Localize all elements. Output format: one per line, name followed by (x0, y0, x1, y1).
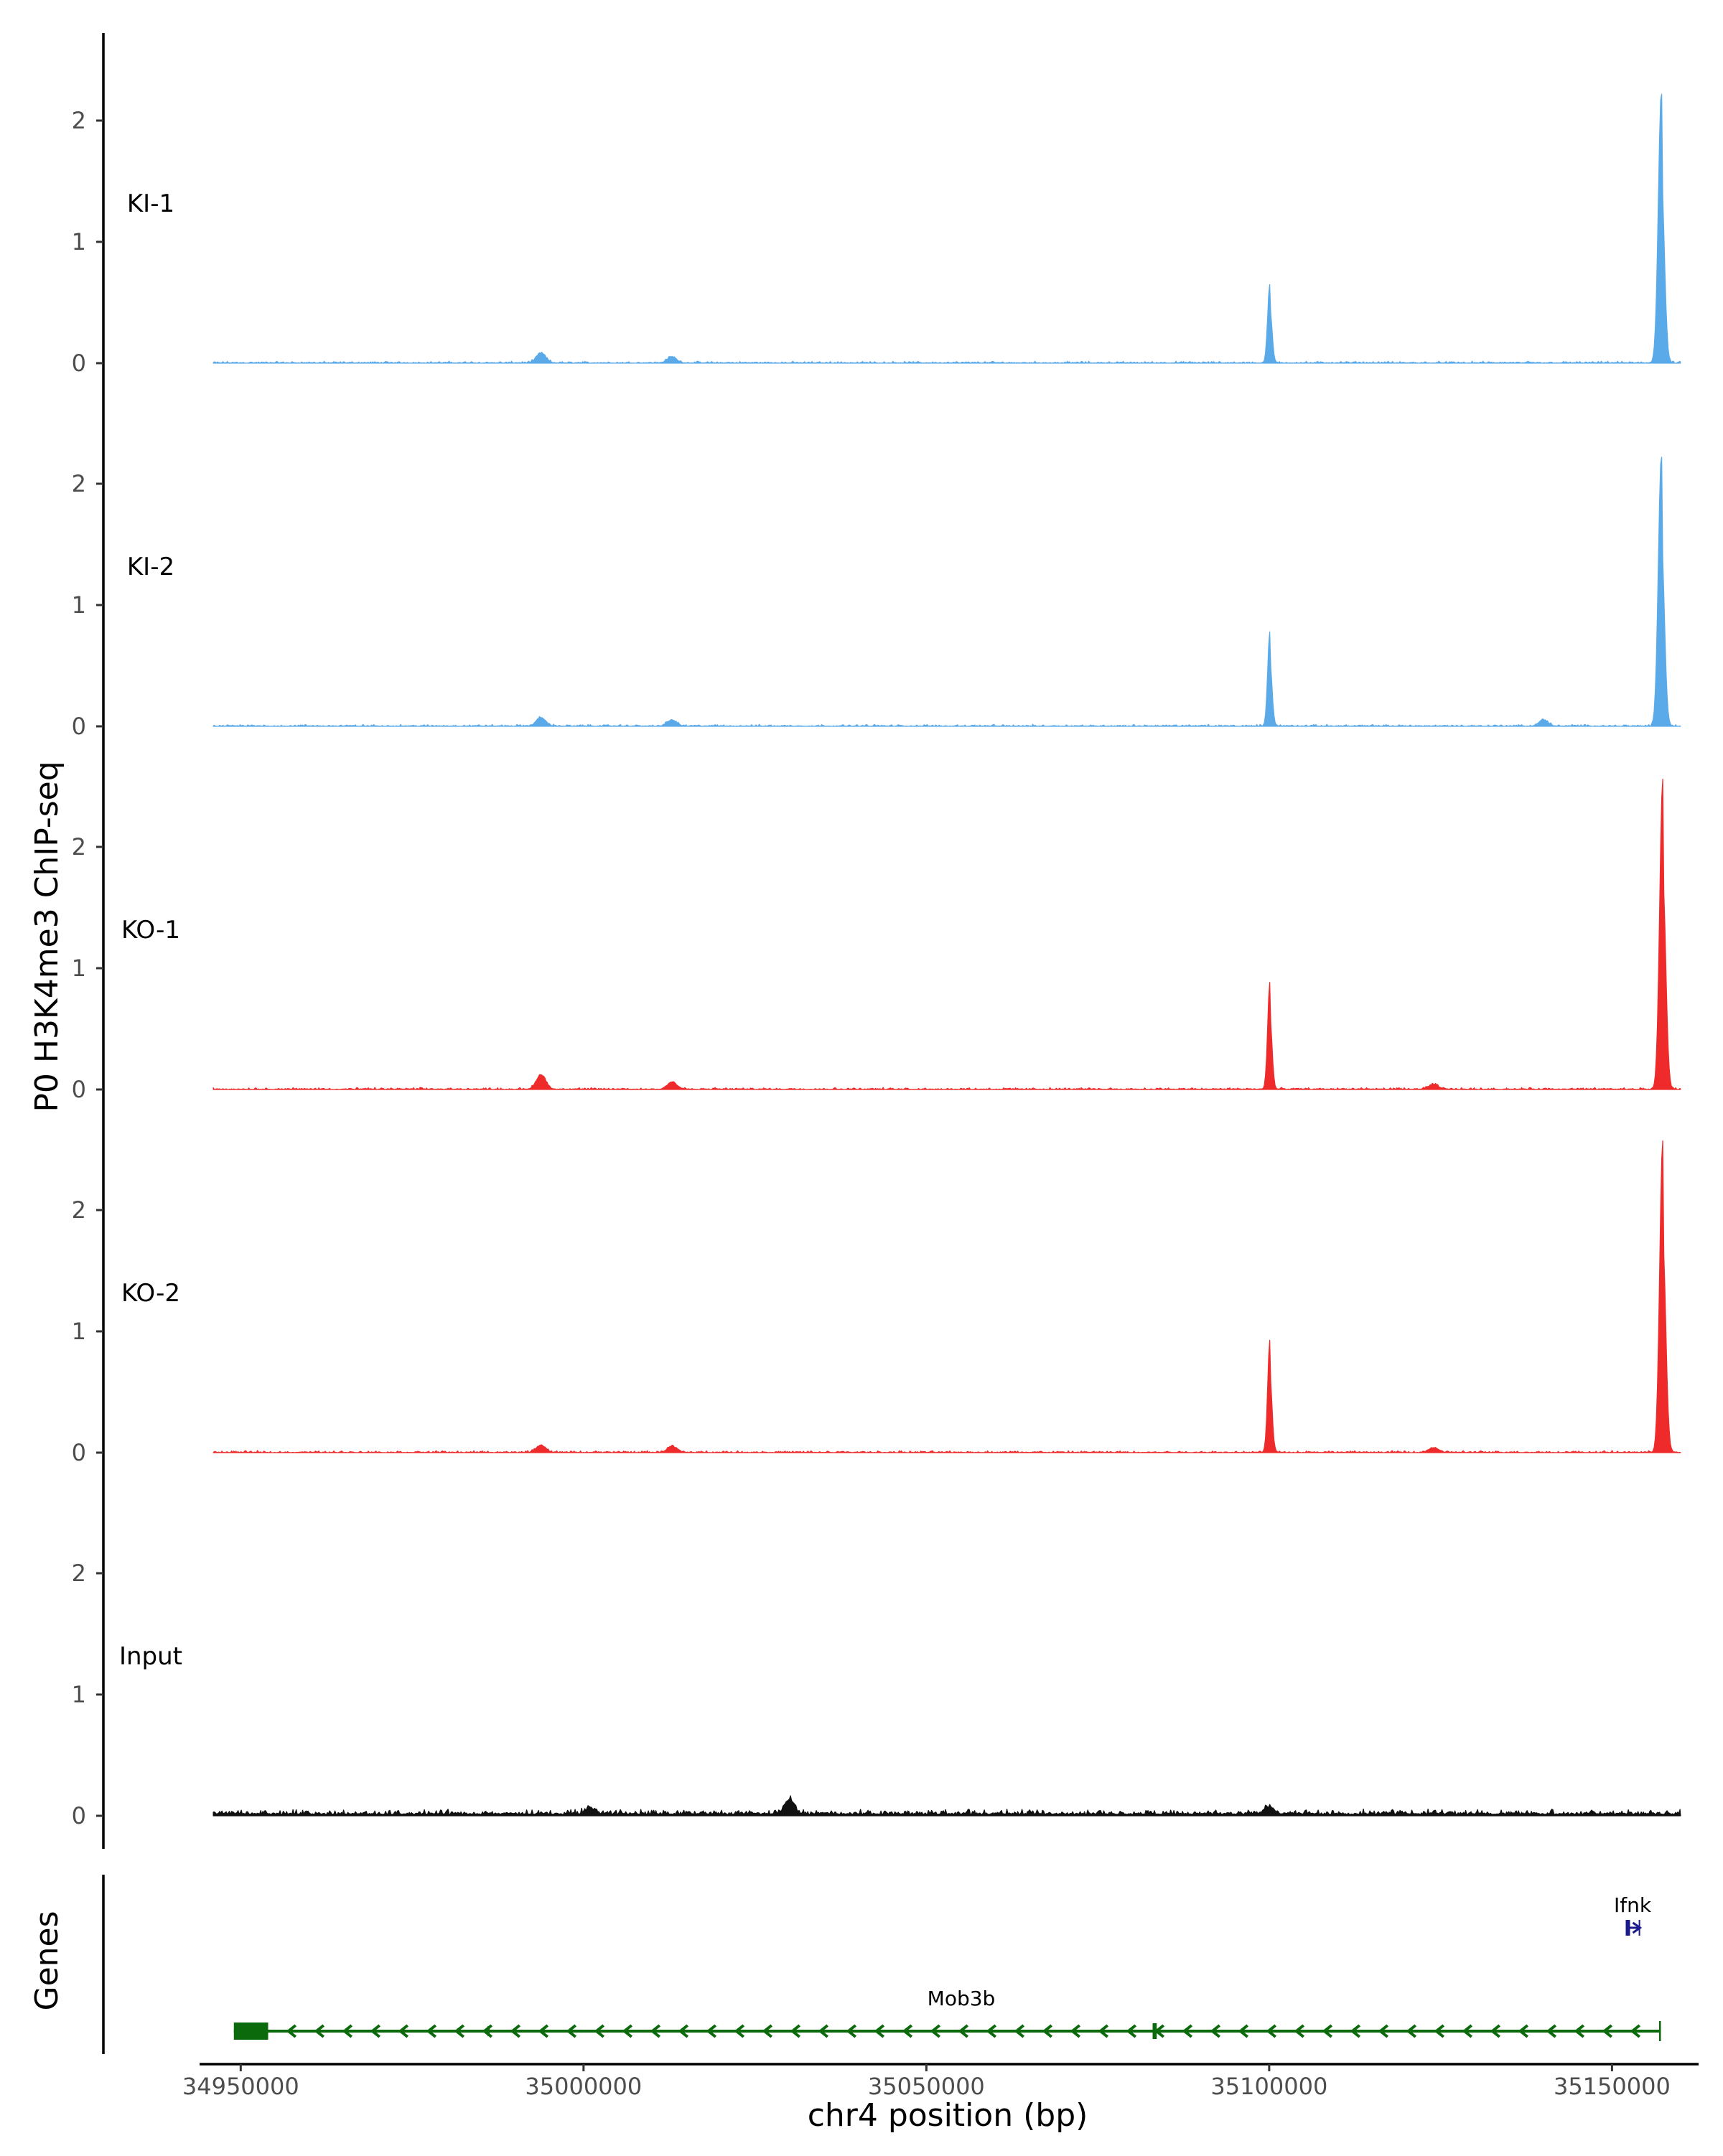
signal-area (213, 457, 1681, 726)
signal-area (213, 1141, 1681, 1453)
track-label: Input (119, 1642, 182, 1671)
gene-ifnk-exon (1625, 1920, 1630, 1936)
track-label: KI-1 (127, 189, 174, 218)
y-tick-label: 1 (72, 1318, 86, 1345)
y-axis-title: P0 H3K4me3 ChIP-seq (29, 761, 65, 1112)
track-input: 0 1 2 Input (72, 1486, 1681, 1849)
gene-mob3b-exon (234, 2023, 269, 2040)
x-axis-title: chr4 position (bp) (808, 2097, 1088, 2134)
y-tick-label: 2 (72, 1196, 86, 1224)
y-tick-label: 2 (72, 107, 86, 134)
x-axis: chr4 position (bp) 34950000 35000000 35050… (182, 2064, 1699, 2134)
y-tick-label: 1 (72, 955, 86, 982)
gene-mob3b-label: Mob3b (928, 1987, 996, 2010)
y-tick-label: 1 (72, 228, 86, 256)
y-tick-label: 2 (72, 833, 86, 861)
gene-mob3b-exon (487, 2026, 490, 2036)
y-tick-label: 0 (72, 1439, 86, 1466)
signal-area (213, 94, 1681, 363)
x-tick-label: 35050000 (868, 2073, 985, 2100)
genes-track-label: Genes (29, 1911, 65, 2010)
track-label: KO-1 (121, 916, 180, 945)
y-tick-label: 1 (72, 1681, 86, 1708)
track-ki-1: 0 1 2 KI-1 (72, 33, 1681, 396)
track-label: KO-2 (121, 1279, 180, 1308)
track-label: KI-2 (127, 553, 174, 581)
y-tick-label: 0 (72, 1802, 86, 1829)
y-tick-label: 1 (72, 591, 86, 619)
x-tick-label: 34950000 (182, 2073, 299, 2100)
gene-mob3b-exon (1153, 2023, 1157, 2039)
signal-area (213, 1796, 1681, 1816)
track-ko-2: 0 1 2 KO-2 (72, 1122, 1681, 1486)
x-tick-label: 35000000 (525, 2073, 642, 2100)
track-ko-1: 0 1 2 KO-1 (72, 759, 1681, 1122)
x-tick-label: 35150000 (1554, 2073, 1671, 2100)
y-tick-label: 0 (72, 1076, 86, 1103)
track-ki-2: 0 1 2 KI-2 (72, 396, 1681, 759)
y-tick-label: 0 (72, 350, 86, 377)
gene-ifnk-label: Ifnk (1614, 1893, 1652, 1917)
signal-tracks: 0 1 2 KI-1 0 1 2 KI-2 0 1 2 KO-1 0 1 2 KO-2 0 1 2 Input (72, 33, 1681, 1849)
y-tick-label: 2 (72, 470, 86, 497)
y-tick-label: 2 (72, 1560, 86, 1587)
y-tick-label: 0 (72, 713, 86, 740)
x-tick-label: 35100000 (1210, 2073, 1327, 2100)
signal-area (213, 779, 1681, 1089)
genes-track: Genes Mob3b Ifnk (29, 1875, 1660, 2054)
